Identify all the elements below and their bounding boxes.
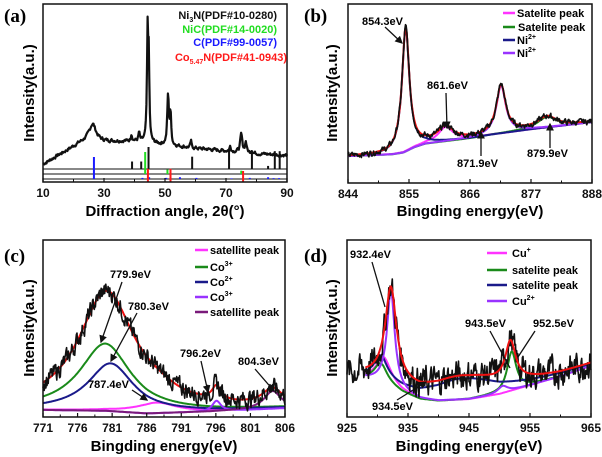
panel-label-d: (d) — [304, 246, 327, 267]
annotation-label: 779.9eV — [110, 269, 152, 281]
y-axis-title-a: Intensity(a.u.) — [21, 44, 38, 142]
x-axis-title-d: Bingding energy(eV) — [396, 438, 543, 455]
x-tick-label: 50 — [158, 186, 172, 200]
x-tick-label: 801 — [240, 421, 260, 435]
annotation-arrow — [489, 330, 511, 369]
x-tick-label: 866 — [460, 187, 480, 201]
x-tick-label: 945 — [459, 421, 479, 435]
annotation-arrow — [384, 26, 403, 44]
annotation-arrow — [254, 368, 275, 392]
x-tick-label: 776 — [68, 421, 88, 435]
legend-item-c: C(PDF#99-0057) — [193, 37, 277, 49]
y-axis-title-d: Intensity(a.u.) — [324, 279, 341, 377]
measured-curve — [42, 15, 289, 166]
legend-d: Cu+ satelite peak satelite peak Cu2+ — [487, 247, 579, 308]
x-axis-title-c: Bingding energy(eV) — [91, 438, 238, 455]
x-tick-label: 10 — [36, 186, 50, 200]
legend-item-nic: NiC(PDF#14-0020) — [182, 24, 277, 36]
x-tick-label: 781 — [102, 421, 122, 435]
legend-label: Satelite peak — [518, 22, 586, 34]
legend-label: satelite peak — [512, 280, 579, 292]
measured-curve — [42, 283, 286, 412]
legend-label: Co2+ — [210, 276, 233, 289]
legend-label: satellite peak — [210, 245, 280, 257]
annotation-arrow — [131, 389, 149, 401]
x-tick-label: 791 — [171, 421, 191, 435]
panel-label-b: (b) — [304, 6, 327, 27]
annotation-label: 804.3eV — [238, 356, 280, 368]
x-tick-label: 844 — [338, 187, 358, 201]
legend-label: Ni2+ — [517, 34, 536, 47]
legend-label: Ni2+ — [517, 47, 536, 60]
annotation-label: 934.5eV — [372, 401, 414, 413]
legend-b: Satelite peak Satelite peak Ni2+ Ni2+ — [503, 8, 586, 60]
legend-label: Satelite peak — [517, 8, 585, 20]
annotation-label: 952.5eV — [533, 318, 575, 330]
x-tick-label: 955 — [520, 421, 540, 435]
x-axis-title-a: Diffraction angle, 2θ(°) — [85, 203, 244, 220]
x-tick-label: 935 — [398, 421, 418, 435]
annotation-label: 787.4eV — [88, 379, 130, 391]
y-axis-title-c: Intensity(a.u.) — [21, 279, 38, 377]
annotation-label: 871.9eV — [457, 158, 499, 170]
x-tick-label: 855 — [399, 187, 419, 201]
annotation-arrow — [99, 281, 123, 344]
legend-c: satellite peak Co3+ Co2+ Co3+ satellite … — [195, 245, 280, 319]
legend-label: satelite peak — [512, 265, 579, 277]
legend-label: Co3+ — [210, 261, 233, 274]
annotation-arrow — [442, 92, 451, 130]
panel-label-c: (c) — [4, 246, 25, 267]
x-tick-label: 965 — [581, 421, 601, 435]
x-tick-label: 30 — [97, 186, 111, 200]
annotation-label: 780.3eV — [128, 301, 170, 313]
fit-curve-satellite-peak — [42, 390, 286, 415]
panel-label-a: (a) — [4, 6, 26, 27]
x-axis-title-b: Bingding energy(eV) — [397, 203, 544, 220]
x-tick-label: 877 — [521, 187, 541, 201]
legend-item-co547n: Co5.47N(PDF#41-0943) — [175, 52, 287, 66]
x-tick-label: 771 — [33, 421, 53, 435]
measured-curve — [347, 23, 593, 159]
annotation-arrow — [517, 330, 536, 358]
x-tick-label: 796 — [206, 421, 226, 435]
x-tick-label: 925 — [337, 421, 357, 435]
x-tick-label: 90 — [280, 186, 294, 200]
annotation-arrow — [371, 261, 386, 308]
x-tick-label: 806 — [275, 421, 295, 435]
annotation-label: 854.3eV — [362, 16, 404, 28]
curves-layer: 10 30 50 70 90 844 855 866 877 888 771 776 781 786 791… — [33, 3, 602, 435]
x-tick-label: 786 — [137, 421, 157, 435]
x-tick-label: 888 — [582, 187, 602, 201]
x-tick-label: 70 — [219, 186, 233, 200]
annotation-label: 943.5eV — [465, 318, 507, 330]
legend-label: Co3+ — [210, 291, 233, 304]
fit-envelope-curve — [364, 285, 592, 383]
legend-label: satellite peak — [210, 307, 280, 319]
legend-label: Cu2+ — [512, 295, 535, 308]
legend-a: Ni3N(PDF#10-0280) NiC(PDF#14-0020) C(PDF… — [175, 10, 287, 66]
annotations-b: 854.3eV 861.6eV 871.9eV 879.9eV — [362, 16, 569, 170]
annotation-label: 932.4eV — [350, 249, 392, 261]
annotations-d: 932.4eV 934.5eV 943.5eV 952.5eV — [350, 249, 575, 413]
legend-item-ni3n: Ni3N(PDF#10-0280) — [178, 10, 277, 24]
fit-curve-co3- — [42, 342, 286, 408]
annotation-arrow — [200, 360, 211, 394]
annotation-arrow — [110, 312, 138, 363]
annotation-label: 879.9eV — [527, 148, 569, 160]
annotation-label: 796.2eV — [180, 348, 222, 360]
annotation-label: 861.6eV — [427, 80, 469, 92]
annotation-arrow — [396, 381, 428, 401]
measured-curve — [346, 278, 592, 398]
annotations-c: 779.9eV 780.3eV 787.4eV 796.2eV 804.3eV — [88, 269, 280, 401]
legend-label: Cu+ — [512, 247, 531, 260]
y-axis-title-b: Intensity(a.u.) — [324, 44, 341, 142]
